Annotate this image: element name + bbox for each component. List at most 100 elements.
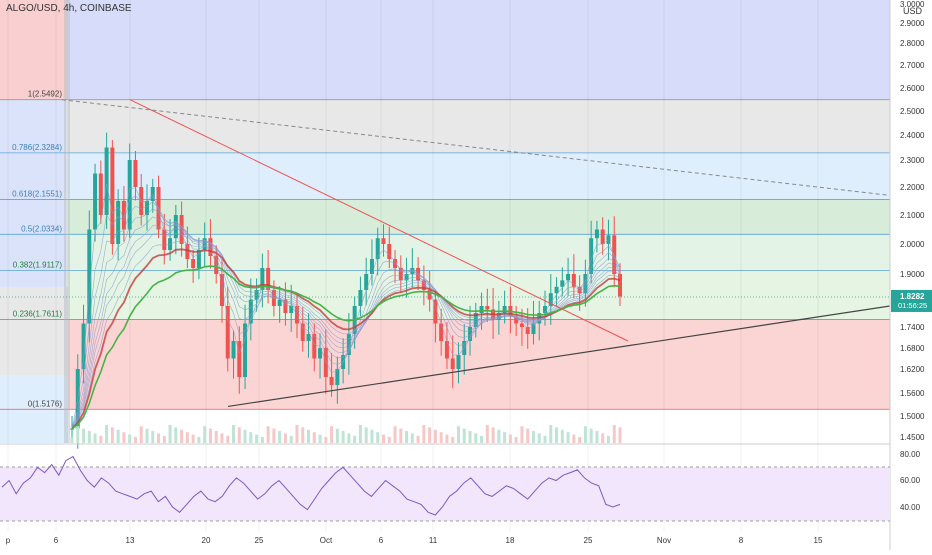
ema-line-3 xyxy=(71,183,621,429)
candle-body xyxy=(121,201,126,230)
volume-bar xyxy=(468,431,472,443)
y-tick-label-18: 1.4500 xyxy=(900,433,925,442)
volume-bar xyxy=(76,426,80,443)
volume-bar xyxy=(324,437,328,443)
y-tick-label-10: 2.0000 xyxy=(900,240,925,249)
y-tick-label-15: 1.6200 xyxy=(900,365,925,374)
candle-body xyxy=(612,235,617,274)
candle-body xyxy=(248,299,253,324)
date-range-stripe xyxy=(64,0,70,443)
volume-bar xyxy=(341,431,345,443)
price-badge xyxy=(891,289,932,312)
volume-bar xyxy=(260,437,264,443)
volume-bar xyxy=(370,429,374,443)
candle-body xyxy=(444,341,449,359)
y-tick-label-6: 2.4000 xyxy=(900,131,925,140)
volume-bar xyxy=(583,426,587,443)
volume-bar xyxy=(157,433,161,443)
candle-body xyxy=(335,369,340,385)
volume-bar xyxy=(572,434,576,443)
y-tick-label-8: 2.2000 xyxy=(900,183,925,192)
candle-body xyxy=(104,147,109,215)
candle-body xyxy=(323,348,328,377)
volume-bar xyxy=(82,428,86,443)
ema-line-18 xyxy=(71,241,621,429)
candle-body xyxy=(93,173,98,230)
ema-line-7 xyxy=(71,201,621,429)
x-tick-label-5: Oct xyxy=(320,536,333,545)
candle-body xyxy=(70,428,74,430)
candle-body xyxy=(571,274,576,287)
candle-body xyxy=(260,268,265,290)
volume-bar xyxy=(99,435,103,443)
candle-body xyxy=(312,334,317,359)
volume-bar xyxy=(595,431,599,443)
volume-bar xyxy=(618,427,622,443)
volume-bar xyxy=(208,428,212,443)
volume-bar xyxy=(589,428,593,443)
volume-bar xyxy=(128,434,132,443)
volume-bar xyxy=(439,432,443,443)
candle-body xyxy=(266,268,271,290)
volume-bar xyxy=(318,434,322,443)
y-tick-label-13: 1.7400 xyxy=(900,323,925,332)
volume-bar xyxy=(272,428,276,443)
candle-body xyxy=(554,286,559,294)
volume-bar xyxy=(249,432,253,443)
candle-body xyxy=(479,306,484,313)
volume-bar xyxy=(139,426,143,443)
volume-bar xyxy=(531,431,535,443)
y-tick-label-0: 3.0000 xyxy=(900,0,925,9)
volume-bar xyxy=(358,425,362,443)
candle-body xyxy=(577,286,582,294)
volume-bar xyxy=(87,431,91,443)
fib-label-5: 0.236(1.7611) xyxy=(13,310,63,319)
volume-bar xyxy=(381,434,385,443)
volume-bar xyxy=(422,425,426,443)
candle-body xyxy=(127,160,132,230)
y-tick-label-3: 2.7000 xyxy=(900,61,925,70)
y-tick-label-1: 2.9000 xyxy=(900,19,925,28)
rsi-line xyxy=(1,455,621,516)
candle-body xyxy=(219,274,224,306)
volume-bar xyxy=(232,425,236,443)
x-tick-label-2: 13 xyxy=(126,536,135,545)
candle-body xyxy=(225,306,230,359)
candle-body xyxy=(618,274,622,297)
candle-body xyxy=(300,323,305,341)
candle-body xyxy=(289,306,294,313)
candle-body xyxy=(243,323,248,377)
ema-line-11 xyxy=(71,216,621,429)
fib-zone-left-blue xyxy=(0,99,66,290)
candle-body xyxy=(110,147,115,244)
volume-bar xyxy=(197,437,201,443)
volume-bar xyxy=(295,425,299,443)
candle-body xyxy=(173,215,178,239)
volume-bar xyxy=(145,428,149,443)
rsi-band xyxy=(0,467,890,521)
rsi-tick-label-1: 60.00 xyxy=(900,476,921,485)
candle-body xyxy=(162,229,167,250)
volume-bar xyxy=(289,435,293,443)
x-tick-label-6: 6 xyxy=(379,536,384,545)
candle-body xyxy=(87,229,92,324)
volume-bar xyxy=(480,435,484,443)
x-tick-label-12: 15 xyxy=(814,536,823,545)
candle-body xyxy=(427,290,432,300)
volume-bar xyxy=(255,434,259,443)
volume-bar xyxy=(474,433,478,443)
candle-body xyxy=(98,173,103,215)
volume-bar xyxy=(543,435,547,443)
volume-bar xyxy=(555,427,559,443)
volume-bar xyxy=(226,435,230,443)
volume-bar xyxy=(116,429,120,443)
volume-bar xyxy=(312,432,316,443)
candle-body xyxy=(519,323,524,327)
symbol-label[interactable]: ALGO/USD, 4h, COINBASE xyxy=(6,3,132,14)
ema-line-13 xyxy=(71,225,621,429)
volume-bar xyxy=(428,427,432,443)
candle-body xyxy=(346,334,351,355)
volume-bar xyxy=(497,429,501,443)
x-tick-label-10: Nov xyxy=(657,536,671,545)
